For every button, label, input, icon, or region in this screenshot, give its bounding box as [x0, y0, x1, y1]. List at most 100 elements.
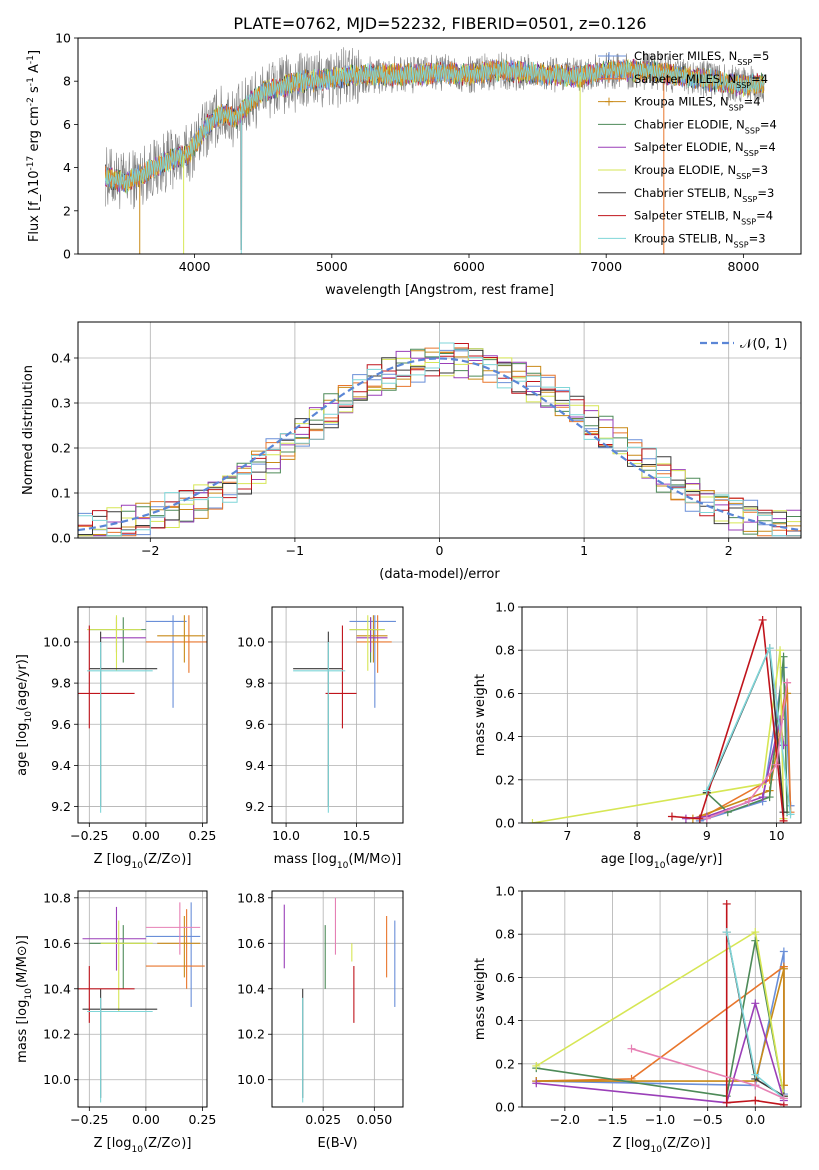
x-tick-label: 6000: [453, 259, 485, 274]
point-salpeter_stelib: [779, 816, 788, 823]
y-tick-label: 10.6: [43, 936, 71, 951]
x-tick-label: 0: [436, 543, 444, 558]
x-tick-label: 9: [703, 828, 711, 843]
y-tick-label: 4: [63, 160, 71, 175]
y-tick-label: 9.6: [51, 717, 71, 732]
line-salpeter_elodie: [536, 1000, 785, 1104]
errorbars-age-vs-Z: [78, 615, 207, 813]
line-salpeter_miles: [699, 682, 792, 820]
y-axis-label: age [log10(age/yr)]: [15, 654, 34, 776]
axes-age-vs-Z: −0.25 0.00 0.25 9.2 9.4 9.6 9.8 10.0 Z [log10(Z/…: [15, 607, 216, 871]
point-pink: [772, 760, 781, 769]
y-tick-label: 0.1: [51, 486, 71, 501]
legend-label: Salpeter MILES, NSSP=4: [634, 72, 768, 90]
figure-title: PLATE=0762, MJD=52232, FIBERID=0501, z=0…: [233, 14, 646, 33]
point-pink: [627, 1044, 636, 1053]
axes-mass-vs-EBV: 0.025 0.050 10.0 10.2 10.4 10.6 10.8 E(B-V): [237, 890, 403, 1151]
x-tick-label: 0.00: [132, 1112, 160, 1127]
y-tick-label: 10.4: [237, 981, 265, 996]
legend-marker: [605, 52, 613, 60]
x-tick-label: 0.25: [189, 828, 217, 843]
x-tick-label: 8: [633, 828, 641, 843]
point-salpeter_elodie: [681, 814, 690, 823]
y-tick-label: 10.8: [43, 890, 71, 905]
y-tick-label: 0.6: [495, 970, 515, 985]
errorbars-age-vs-mass: [293, 615, 396, 813]
point-kroupa_stelib: [751, 1070, 760, 1079]
spectrum-plot: [105, 47, 765, 254]
axes-frame: [271, 606, 404, 824]
errorbars-mass-vs-Z: [78, 902, 205, 1103]
axes-frame: [77, 606, 208, 824]
x-axis-label: mass [log10(M/M⊙)]: [274, 852, 402, 871]
axes-residuals: −2 −1 0 1 2 0.0 0.1 0.2 0.3 0.4 (data-model)/error…: [21, 322, 801, 582]
axes-frame: [77, 321, 802, 539]
histogram-chabrier_elodie: [78, 348, 801, 537]
legend-label: Chabrier ELODIE, NSSP=4: [634, 117, 777, 135]
line-salpeter_stelib: [725, 904, 785, 1106]
point-pink: [779, 1094, 788, 1103]
point-kroupa_stelib: [765, 644, 774, 653]
y-tick-label: 6: [63, 117, 71, 132]
y-tick-label: 9.8: [51, 676, 71, 691]
y-tick-label: 0.2: [51, 441, 71, 456]
axes-frame: [77, 37, 802, 255]
axes-spectrum: 4000 5000 6000 7000 8000 0 2 4 6 8 10 wavelength [A…: [26, 31, 759, 299]
point-pink: [751, 1081, 760, 1090]
point-kroupa_elodie: [532, 1061, 541, 1070]
x-tick-label: −1.0: [645, 1112, 675, 1127]
x-tick-label: −0.25: [70, 1112, 108, 1127]
point-salpeter_elodie: [779, 741, 788, 750]
y-tick-label: 9.4: [245, 758, 265, 773]
axes-weight-vs-age: 7 8 9 10 0.0 0.2 0.4 0.6 0.8 1.0 age [log10(age/yr…: [473, 600, 801, 871]
point-salpeter_elodie: [751, 999, 760, 1008]
x-tick-label: 0.00: [132, 828, 160, 843]
x-tick-label: 0.0: [745, 1112, 765, 1127]
legend-marker: [605, 74, 613, 83]
y-tick-label: 9.2: [245, 799, 265, 814]
residual-legend: 𝒩(0, 1): [700, 337, 787, 352]
point-salpeter_elodie: [532, 1079, 541, 1088]
point-salpeter_stelib: [667, 812, 676, 821]
y-tick-label: 0.8: [495, 643, 515, 658]
x-axis-label: Z [log10(Z/Z⊙)]: [613, 1136, 711, 1155]
y-axis-label: mass weight: [473, 674, 488, 756]
y-tick-label: 0.4: [495, 1013, 515, 1028]
y-tick-label: 10.0: [43, 634, 71, 649]
y-tick-label: 2: [63, 203, 71, 218]
x-axis-label: wavelength [Angstrom, rest frame]: [325, 283, 554, 298]
x-tick-label: 10.0: [272, 828, 300, 843]
y-tick-label: 10.0: [237, 634, 265, 649]
point-pink: [744, 797, 753, 806]
x-axis-label: Z [log10(Z/Z⊙)]: [94, 852, 192, 871]
x-tick-label: −2.0: [550, 1112, 580, 1127]
x-axis-label: Z [log10(Z/Z⊙)]: [94, 1136, 192, 1155]
x-tick-label: −0.5: [693, 1112, 723, 1127]
y-tick-label: 0: [63, 247, 71, 262]
histogram-kroupa_stelib: [78, 342, 801, 537]
x-tick-label: 2: [725, 543, 733, 558]
y-tick-label: 0.0: [495, 816, 515, 831]
point-kroupa_stelib: [722, 928, 731, 937]
y-axis-label: Flux [f_λ10-17 erg cm-2 s-1 A-1]: [26, 50, 42, 242]
y-tick-label: 10: [55, 31, 71, 46]
x-tick-label: 10: [769, 828, 785, 843]
x-tick-label: 0.025: [305, 1112, 341, 1127]
y-tick-label: 0.8: [495, 927, 515, 942]
axes-age-vs-mass: 10.0 10.5 9.2 9.4 9.6 9.8 10.0 mass [log10(M/M⊙…: [237, 607, 403, 871]
y-tick-label: 10.2: [43, 1027, 71, 1042]
x-axis-label: E(B-V): [317, 1136, 357, 1151]
y-tick-label: 10.8: [237, 890, 265, 905]
x-tick-label: −1: [286, 543, 304, 558]
x-tick-label: 10.5: [343, 828, 371, 843]
y-tick-label: 10.2: [237, 1027, 265, 1042]
y-tick-label: 10.6: [237, 936, 265, 951]
axes-frame: [521, 606, 802, 824]
x-tick-label: −0.25: [70, 828, 108, 843]
y-tick-label: 10.4: [43, 981, 71, 996]
y-tick-label: 9.6: [245, 717, 265, 732]
y-tick-label: 9.2: [51, 799, 71, 814]
y-tick-label: 0.0: [495, 1100, 515, 1115]
